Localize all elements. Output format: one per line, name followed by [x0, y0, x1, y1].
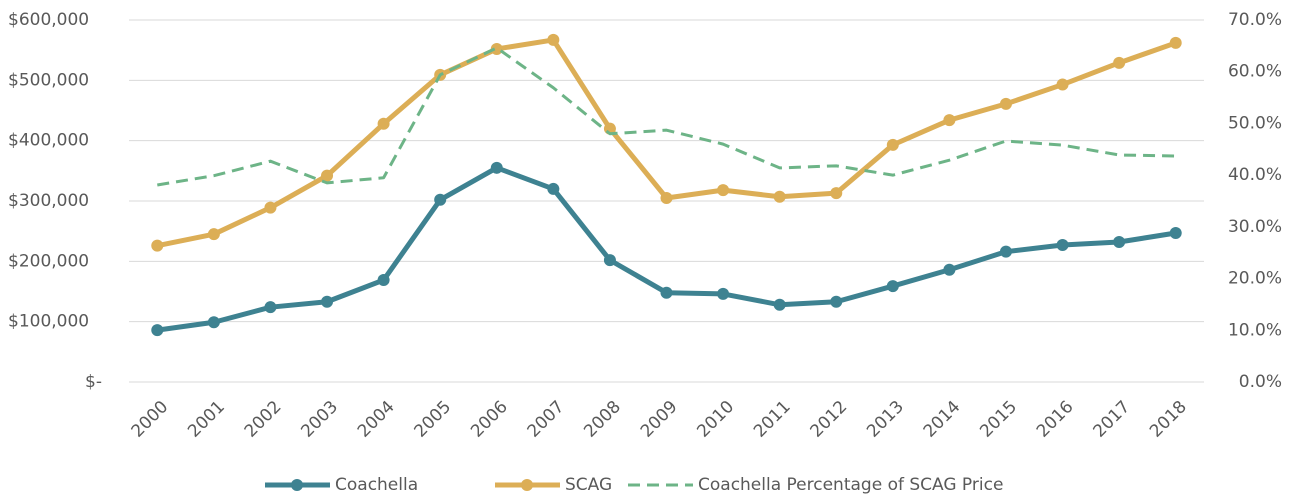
x-tick-label: 2012	[807, 397, 852, 442]
x-tick-label: 2004	[354, 397, 399, 442]
point	[1169, 36, 1182, 49]
x-tick-label: 2010	[693, 397, 738, 442]
y2-tick-label: 70.0%	[1228, 10, 1282, 30]
point	[264, 201, 277, 214]
point	[660, 286, 673, 299]
point	[490, 42, 503, 55]
point	[1113, 56, 1126, 69]
point	[943, 263, 956, 276]
x-tick-label: 2009	[637, 397, 682, 442]
legend-marker	[291, 479, 303, 491]
point	[377, 117, 390, 130]
point	[264, 301, 277, 314]
y2-tick-label: 30.0%	[1228, 217, 1282, 237]
point	[603, 254, 616, 267]
y-tick-label: $200,000	[8, 251, 89, 271]
x-tick-label: 2016	[1033, 397, 1078, 442]
point	[886, 280, 899, 293]
y2-tick-label: 20.0%	[1228, 269, 1282, 289]
point	[377, 274, 390, 287]
x-tick-label: 2003	[297, 397, 342, 442]
point	[886, 138, 899, 151]
point	[1056, 239, 1069, 252]
y-tick-label: $600,000	[8, 10, 89, 30]
point	[830, 295, 843, 308]
point	[660, 191, 673, 204]
x-tick-label: 2002	[241, 397, 286, 442]
point	[1056, 78, 1069, 91]
legend-label: SCAG	[565, 475, 612, 495]
point	[943, 114, 956, 127]
y-tick-label: $500,000	[8, 70, 89, 90]
y2-tick-label: 10.0%	[1228, 320, 1282, 340]
point	[151, 324, 164, 337]
y-tick-label: $-	[85, 372, 102, 392]
point	[999, 97, 1012, 110]
point	[207, 228, 220, 241]
x-tick-label: 2008	[580, 397, 625, 442]
legend-label: Coachella Percentage of SCAG Price	[698, 475, 1003, 495]
x-tick-label: 2011	[750, 397, 795, 442]
y2-tick-label: 40.0%	[1228, 165, 1282, 185]
legend-marker	[521, 479, 533, 491]
x-tick-label: 2013	[863, 397, 908, 442]
point	[321, 169, 334, 182]
legend-label: Coachella	[335, 475, 418, 495]
x-tick-label: 2015	[976, 397, 1021, 442]
point	[1113, 236, 1126, 249]
y2-tick-label: 0.0%	[1239, 372, 1282, 392]
point	[717, 287, 730, 300]
point	[717, 184, 730, 197]
x-tick-label: 2000	[128, 397, 173, 442]
point	[490, 161, 503, 174]
y-tick-label: $300,000	[8, 191, 89, 211]
series-line	[157, 46, 1176, 187]
point	[547, 33, 560, 46]
point	[151, 239, 164, 252]
x-tick-label: 2005	[411, 397, 456, 442]
point	[207, 316, 220, 329]
y2-tick-label: 50.0%	[1228, 113, 1282, 133]
y-tick-label: $100,000	[8, 312, 89, 332]
x-tick-label: 2001	[184, 397, 229, 442]
x-tick-label: 2018	[1146, 397, 1191, 442]
x-tick-label: 2014	[920, 397, 965, 442]
y2-tick-label: 60.0%	[1228, 62, 1282, 82]
x-tick-label: 2017	[1089, 397, 1134, 442]
point	[321, 295, 334, 308]
point	[1169, 226, 1182, 239]
x-tick-label: 2006	[467, 397, 512, 442]
point	[434, 193, 447, 206]
point	[830, 187, 843, 200]
y-tick-label: $400,000	[8, 131, 89, 151]
point	[773, 298, 786, 311]
point	[773, 190, 786, 203]
point	[999, 245, 1012, 258]
point	[547, 182, 560, 195]
x-tick-label: 2007	[524, 397, 569, 442]
